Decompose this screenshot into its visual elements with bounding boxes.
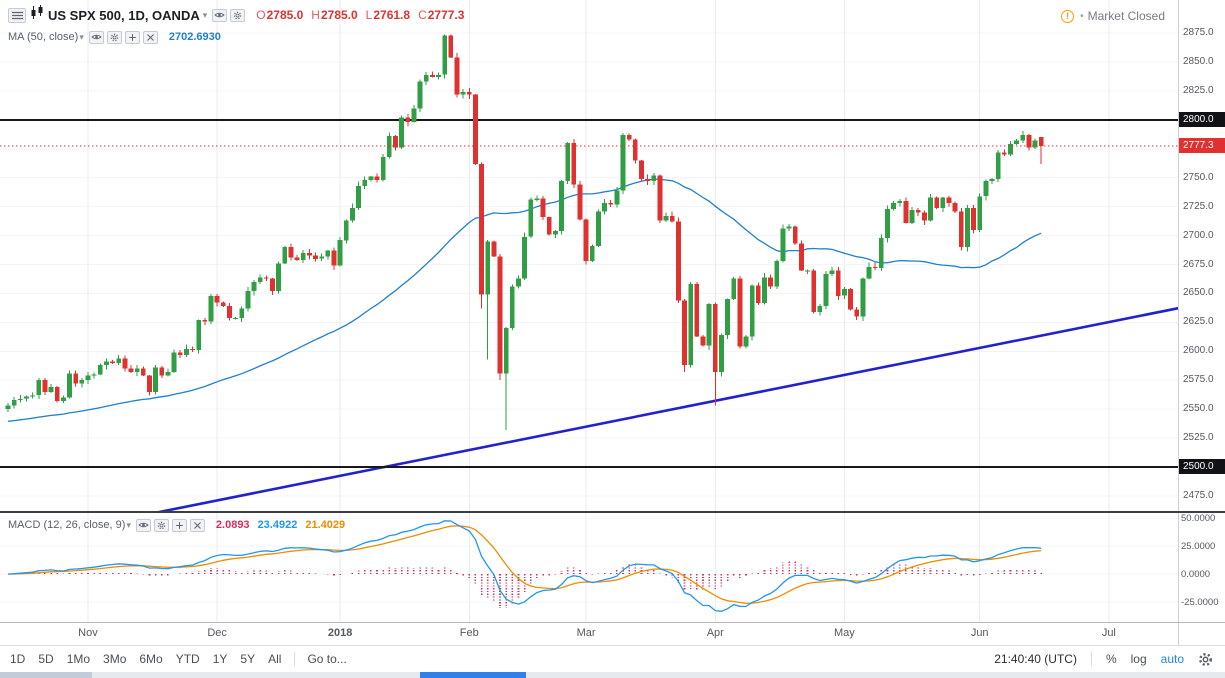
time-axis-label: Jul (1101, 627, 1116, 639)
ma-settings-icon[interactable] (106, 30, 122, 44)
macd-tick: 0.0000 (1181, 569, 1211, 581)
macd-signal-value: 21.4029 (305, 519, 346, 531)
macd-settings-icon[interactable] (153, 518, 169, 532)
range-button-5d[interactable]: 5D (38, 652, 54, 666)
macd-tick: 50.0000 (1181, 513, 1216, 525)
macd-indicator-label[interactable]: MACD (12, 26, close, 9) (8, 519, 126, 531)
chevron-down-icon: ▾ (79, 31, 84, 42)
resistance-price-badge: 2800.0 (1179, 111, 1225, 127)
candlestick-chart-icon (30, 5, 44, 25)
macd-visibility-icon[interactable] (135, 518, 151, 532)
price-tick: 2525.0 (1183, 432, 1214, 444)
price-tick: 2550.0 (1183, 403, 1214, 415)
ohlc-value: 2777.3 (427, 8, 465, 22)
price-tick: 2575.0 (1183, 374, 1214, 386)
time-axis-label: Feb (459, 627, 479, 639)
chevron-down-icon[interactable]: ▾ (202, 9, 208, 20)
ohlc-value: 2785.0 (320, 8, 358, 22)
ma-visibility-icon[interactable] (88, 30, 104, 44)
support-price-badge: 2500.0 (1179, 459, 1225, 475)
price-axis[interactable]: 2800.0 2777.3 2500.0 2875.0 2850.0 2825.0 2… (1178, 0, 1225, 645)
ma-add-icon[interactable] (124, 30, 140, 44)
macd-line-value: 23.4922 (257, 519, 298, 531)
price-chart-canvas[interactable] (0, 0, 1178, 511)
ohlc-value: 2761.8 (373, 8, 411, 22)
horizontal-scrollbar[interactable] (0, 672, 1225, 678)
symbol-title[interactable]: US SPX 500, 1D, OANDA (48, 7, 200, 23)
ohlc-label: L (365, 8, 373, 22)
range-button-1y[interactable]: 1Y (212, 652, 228, 666)
range-button-6mo[interactable]: 6Mo (139, 652, 163, 666)
time-axis-label: Apr (706, 627, 724, 639)
price-tick: 2750.0 (1183, 171, 1214, 183)
ohlc-value: 2785.0 (266, 8, 304, 22)
time-axis-separator (0, 622, 1225, 623)
price-tick: 2725.0 (1183, 200, 1214, 212)
range-button-3mo[interactable]: 3Mo (103, 652, 127, 666)
ohlc-label: C (418, 8, 427, 22)
pane-separator[interactable] (0, 511, 1225, 513)
ohlc-values: O2785.0 H2785.0 L2761.8 C2777.3 (256, 8, 472, 22)
range-button-1d[interactable]: 1D (10, 652, 26, 666)
time-axis-label: Jun (970, 627, 989, 639)
scrollbar-thumb[interactable] (420, 672, 526, 678)
time-axis-label: 2018 (327, 627, 353, 639)
toolbar-divider (294, 652, 296, 666)
visibility-icon[interactable] (212, 8, 228, 22)
goto-button[interactable]: Go to... (307, 652, 347, 666)
bottom-toolbar: 1D 5D 1Mo 3Mo 6Mo YTD 1Y 5Y All Go to... 21:40:4… (0, 645, 1225, 672)
percent-scale-button[interactable]: % (1105, 652, 1117, 666)
price-tick: 2475.0 (1183, 489, 1214, 501)
auto-scale-button[interactable]: auto (1160, 652, 1184, 666)
alert-icon: ! (1061, 9, 1075, 23)
time-axis-label: Mar (576, 627, 596, 639)
macd-remove-icon[interactable] (189, 518, 205, 532)
macd-chart-canvas[interactable] (0, 513, 1178, 622)
price-tick: 2875.0 (1183, 27, 1214, 39)
toolbar-divider (1090, 652, 1092, 666)
price-tick: 2850.0 (1183, 56, 1214, 68)
menu-icon[interactable] (8, 7, 26, 23)
price-tick: 2700.0 (1183, 229, 1214, 241)
time-axis-label: Nov (78, 627, 98, 639)
price-tick: 2825.0 (1183, 84, 1214, 96)
range-button-all[interactable]: All (268, 652, 282, 666)
chart-settings-gear-icon[interactable] (1198, 652, 1213, 667)
price-tick: 2675.0 (1183, 258, 1214, 270)
last-price-badge: 2777.3 (1179, 138, 1225, 154)
range-button-group: 1D 5D 1Mo 3Mo 6Mo YTD 1Y 5Y All (10, 652, 294, 666)
scrollbar-segment (0, 672, 92, 678)
time-axis-label: Dec (207, 627, 227, 639)
status-dot-icon: • (1080, 10, 1084, 22)
settings-icon[interactable] (230, 8, 246, 22)
range-button-ytd[interactable]: YTD (175, 652, 200, 666)
macd-hist-value: 2.0893 (215, 519, 250, 531)
symbol-legend-row: US SPX 500, 1D, OANDA ▾ O2785.0 H2785.0 L2… (8, 5, 472, 25)
price-tick: 2600.0 (1183, 345, 1214, 357)
macd-legend-row: MACD (12, 26, close, 9) ▾ 2.0893 23.4922… (8, 517, 345, 533)
market-status: Market Closed (1087, 9, 1165, 23)
range-button-5y[interactable]: 5Y (240, 652, 256, 666)
macd-tick: 25.0000 (1181, 541, 1216, 553)
macd-tick: -25.0000 (1181, 597, 1219, 609)
ma-value: 2702.6930 (168, 31, 221, 43)
ma-remove-icon[interactable] (142, 30, 158, 44)
ma-legend-row: MA (50, close) ▾ 2702.6930 (8, 29, 221, 45)
ma-indicator-label[interactable]: MA (50, close) (8, 31, 79, 43)
ohlc-label: H (311, 8, 320, 22)
time-axis-label: May (834, 627, 855, 639)
market-status-area: ! • Market Closed (1061, 8, 1165, 24)
clock[interactable]: 21:40:40 (UTC) (994, 652, 1077, 666)
ohlc-label: O (256, 8, 266, 22)
log-scale-button[interactable]: log (1130, 652, 1147, 666)
price-tick: 2625.0 (1183, 316, 1214, 328)
chevron-down-icon: ▾ (126, 519, 131, 530)
price-tick: 2650.0 (1183, 287, 1214, 299)
macd-add-icon[interactable] (171, 518, 187, 532)
time-axis[interactable]: Nov Dec 2018 Feb Mar Apr May Jun Jul (0, 623, 1178, 645)
toolbar-right-group: 21:40:40 (UTC) % log auto (994, 652, 1213, 667)
range-button-1mo[interactable]: 1Mo (66, 652, 91, 666)
